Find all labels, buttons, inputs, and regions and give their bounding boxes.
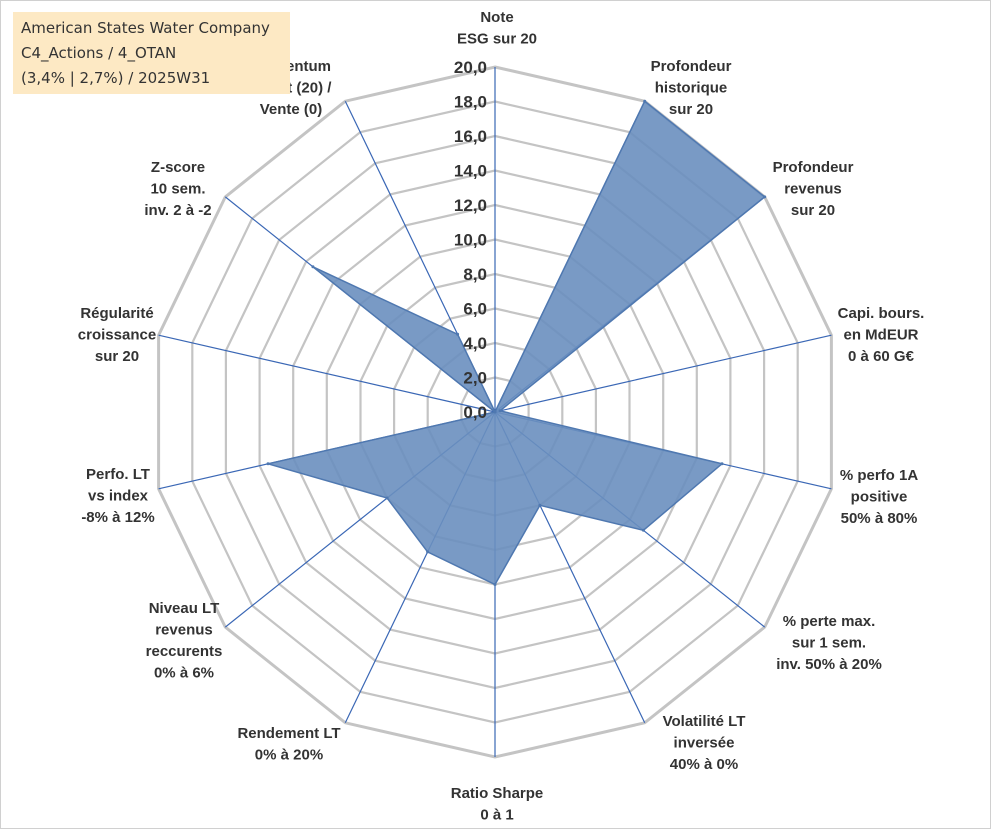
axis-label-line: 0 à 60 G€ (848, 348, 915, 365)
tick-label: 6,0 (463, 300, 487, 319)
axis-label-line: 40% à 0% (670, 756, 738, 773)
axis-label-line: inv. 50% à 20% (776, 656, 882, 673)
axis-label: Profondeur historique sur 20 (651, 58, 732, 118)
axis-label: Volatilité LT inversée 40% à 0% (663, 713, 746, 773)
axis-label-line: 0% à 6% (154, 665, 214, 682)
axis-label-line: revenus (155, 622, 213, 639)
series-layer (266, 99, 767, 586)
axis-label-line: positive (851, 489, 908, 506)
title-line-category: C4_Actions / 4_OTAN (21, 44, 177, 62)
axis-label: Ratio Sharpe 0 à 1 (451, 785, 544, 824)
axis-label-line: sur 20 (95, 348, 139, 365)
title-box: American States Water Company C4_Actions… (13, 12, 290, 94)
title-line-company: American States Water Company (21, 19, 270, 37)
data-point (763, 195, 767, 199)
tick-label: 8,0 (463, 265, 487, 284)
data-point (720, 462, 724, 466)
data-point (456, 332, 460, 336)
axis-label: Z-score 10 sem. inv. 2 à -2 (144, 159, 211, 219)
data-point (643, 99, 647, 103)
tick-label: 12,0 (454, 196, 487, 215)
axis-label-line: Rendement LT (237, 725, 340, 742)
tick-label: 2,0 (463, 369, 487, 388)
data-point (493, 583, 497, 586)
axis-label-line: -8% à 12% (81, 509, 154, 526)
axis-label-line: en MdEUR (844, 327, 919, 344)
axis-label-line: Régularité (80, 305, 153, 322)
axis-label-line: Vente (0) (260, 101, 323, 118)
axis-label: Régularité croissance sur 20 (78, 305, 156, 365)
axis-label: % perte max. sur 1 sem. inv. 50% à 20% (776, 613, 882, 673)
data-point (641, 528, 645, 532)
axis-label-line: Ratio Sharpe (451, 785, 544, 802)
axis-label: Niveau LT revenus reccurents 0% à 6% (146, 600, 223, 682)
tick-label: 4,0 (463, 334, 487, 353)
tick-layer: 0,0 2,0 4,0 6,0 8,0 10,0 12,0 14,0 16,0 18,0 20,0 (454, 58, 487, 422)
tick-label: 18,0 (454, 93, 487, 112)
axis-label-line: Profondeur (773, 159, 854, 176)
axis-label-line: inv. 2 à -2 (144, 202, 211, 219)
axis-label: Perfo. LT vs index -8% à 12% (81, 466, 154, 526)
axis-label-line: Note (480, 9, 513, 26)
axis-label: Profondeur revenus sur 20 (773, 159, 854, 219)
tick-label: 14,0 (454, 162, 487, 181)
axis-label-line: vs index (88, 488, 149, 505)
tick-label: 16,0 (454, 127, 487, 146)
axis-spoke (494, 334, 832, 413)
data-point (385, 496, 389, 500)
axis-label-line: 0% à 20% (255, 747, 323, 764)
axis-spoke (158, 334, 496, 413)
data-point (426, 550, 430, 554)
tick-label: 10,0 (454, 231, 487, 250)
title-line-stats: (3,4% | 2,7%) / 2025W31 (21, 69, 211, 87)
data-point (266, 462, 270, 466)
axis-label-line: Profondeur (651, 58, 732, 75)
axis-label-line: % perfo 1A (840, 467, 919, 484)
axis-label-line: 50% à 80% (841, 510, 918, 527)
axis-label-line: croissance (78, 327, 156, 344)
axis-label-line: reccurents (146, 643, 223, 660)
axis-label-line: inversée (674, 735, 735, 752)
axis-label: % perfo 1A positive 50% à 80% (840, 467, 919, 527)
axis-label-line: sur 20 (791, 202, 835, 219)
axis-label: Rendement LT 0% à 20% (237, 725, 340, 764)
axis-label-line: ESG sur 20 (457, 31, 537, 48)
axis-label-line: 10 sem. (150, 181, 205, 198)
axis-label-line: Volatilité LT (663, 713, 746, 730)
data-point (498, 409, 502, 413)
tick-label: 0,0 (463, 403, 487, 422)
data-point (538, 503, 542, 507)
axis-label-line: 0 à 1 (480, 807, 513, 824)
tick-label: 20,0 (454, 58, 487, 77)
axis-label-line: revenus (784, 181, 842, 198)
axis-label-line: historique (655, 80, 728, 97)
axis-label-line: Z-score (151, 159, 205, 176)
data-point (311, 265, 315, 269)
axis-label-line: Niveau LT (149, 600, 220, 617)
axis-label: Capi. bours. en MdEUR 0 à 60 G€ (838, 305, 925, 365)
axis-label-line: Capi. bours. (838, 305, 925, 322)
data-point (493, 410, 497, 414)
axis-label-line: sur 20 (669, 101, 713, 118)
axis-label-line: % perte max. (783, 613, 876, 630)
axis-label-line: sur 1 sem. (792, 635, 866, 652)
axis-label: Note ESG sur 20 (457, 9, 537, 48)
axis-label-line: Perfo. LT (86, 466, 150, 483)
